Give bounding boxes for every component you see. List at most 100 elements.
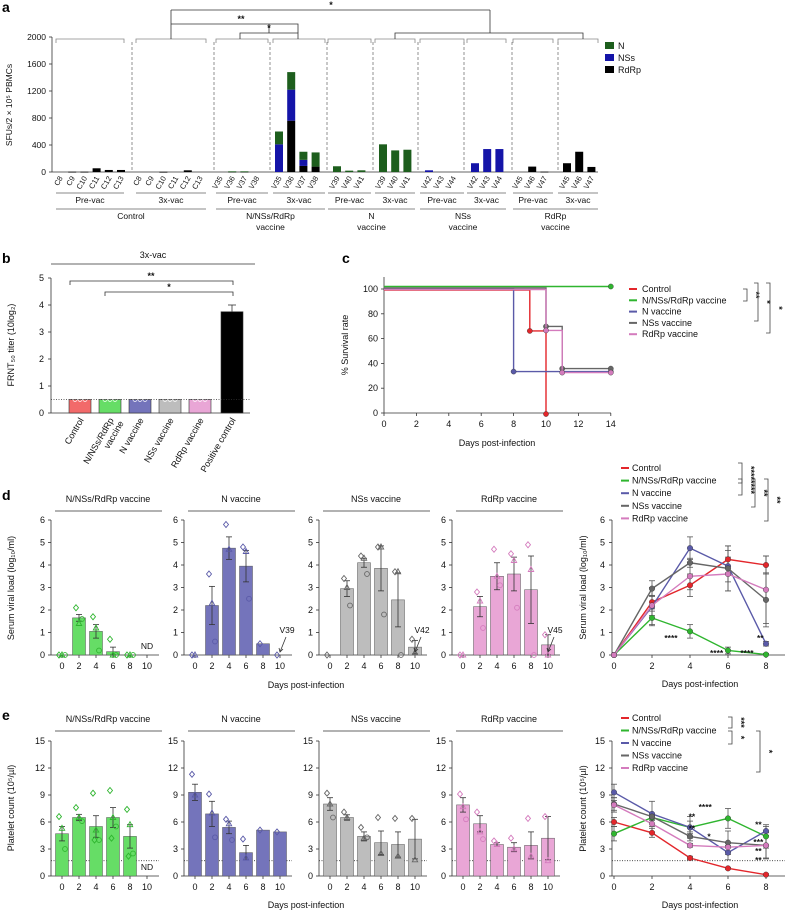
y-tick-label: 6 xyxy=(40,515,45,525)
panel-b-y-axis-label: FRNT₅₀ titer (10log₂) xyxy=(6,304,16,387)
legend-label: Control xyxy=(632,463,661,473)
panel-a-sample-label: V47 xyxy=(535,175,549,191)
x-tick-label: 6 xyxy=(110,882,115,892)
legend-label: N vaccine xyxy=(632,488,672,498)
series-point-rdrp xyxy=(649,602,656,609)
line-panel-y-axis-label: Platelet count (10⁵/µl) xyxy=(578,765,588,851)
data-point xyxy=(326,800,334,807)
series-point-rdrp xyxy=(649,820,656,827)
panel-a-bar-RdRp xyxy=(117,169,125,172)
x-tick-label: 4 xyxy=(361,882,366,892)
x-tick-label: 4 xyxy=(687,661,692,671)
not-detected-label: ND xyxy=(141,862,153,872)
data-point xyxy=(58,824,66,831)
x-tick-label: 10 xyxy=(275,661,285,671)
panel-a-legend-label: N xyxy=(618,41,625,51)
x-tick-label: 2 xyxy=(649,882,654,892)
x-tick-label: 4 xyxy=(687,882,692,892)
y-tick-label: 9 xyxy=(600,790,605,800)
significance-annotation: **** xyxy=(710,648,724,658)
y-tick-label: 6 xyxy=(308,515,313,525)
panel-a-bar-NSs xyxy=(425,170,433,172)
panel-a-phase-bracket xyxy=(374,38,416,43)
series-point-rdrp xyxy=(725,844,732,851)
panel-a-legend-swatch-RdRp xyxy=(605,66,614,73)
panel-c-survival-line-4 xyxy=(384,288,611,374)
panel-c-legend-label: NSs vaccine xyxy=(642,318,692,328)
series-point-control xyxy=(687,855,694,862)
data-point xyxy=(91,836,98,844)
panel-label-b: b xyxy=(2,250,11,266)
series-point-rdrp xyxy=(687,842,694,849)
panel-a-sig-label: * xyxy=(329,0,333,10)
data-point xyxy=(507,550,515,558)
y-tick-label: 6 xyxy=(40,817,45,827)
legend-label: N/NSs/RdRp vaccine xyxy=(632,476,717,486)
series-point-nns xyxy=(687,628,694,635)
data-point xyxy=(79,616,85,622)
series-point-rdrp xyxy=(687,573,694,580)
x-tick-label: 6 xyxy=(511,882,516,892)
data-point xyxy=(374,813,382,822)
data-point xyxy=(411,648,419,656)
panel-a-sample-label: V36 xyxy=(281,175,295,191)
x-tick-label: 8 xyxy=(395,661,400,671)
x-tick-label: 2 xyxy=(209,661,214,671)
series-point-n xyxy=(687,824,694,831)
series-point-nns xyxy=(725,815,732,822)
sig-bracket-label: **** xyxy=(746,480,756,495)
panel-b-bar xyxy=(98,399,122,414)
sig-bracket-label: * xyxy=(736,736,746,740)
panel-a-y-axis-label: SFUs/2 × 10⁵ PBMCs xyxy=(4,64,14,146)
panel-a-y-tick-label: 800 xyxy=(32,113,46,123)
data-point xyxy=(72,803,80,812)
panel-a-bar-NSs xyxy=(275,144,283,172)
panel-c-y-tick-label: 100 xyxy=(363,284,378,294)
panel-a-bar-RdRp xyxy=(575,151,584,172)
panel-c-legend-label: N vaccine xyxy=(642,307,682,317)
panel-a-sample-label: C11 xyxy=(87,175,101,191)
panel-a-bar-N xyxy=(311,152,320,167)
panel-c-sig-bracket xyxy=(754,282,759,322)
subpanel-title: N/NSs/RdRp vaccine xyxy=(66,714,151,724)
y-tick-label: 3 xyxy=(40,844,45,854)
x-tick-label: 6 xyxy=(243,661,248,671)
panel-a-bar-N xyxy=(403,149,412,172)
x-tick-label: 4 xyxy=(494,661,499,671)
legend-label: NSs vaccine xyxy=(632,751,682,761)
data-point xyxy=(497,582,503,589)
panel-c-x-tick-label: 6 xyxy=(479,419,484,429)
panel-a-phase-bracket xyxy=(55,38,125,43)
panel-c-survival-line-3 xyxy=(384,287,611,370)
y-tick-label: 6 xyxy=(441,515,446,525)
panel-a-group-label: Control xyxy=(117,211,145,221)
data-point xyxy=(330,814,336,821)
data-point xyxy=(92,826,100,833)
panel-c-y-axis-label: % Survival rate xyxy=(340,315,350,376)
y-tick-label: 12 xyxy=(35,763,45,773)
panel-a-sample-label: V37 xyxy=(235,175,249,191)
panel-c-y-tick-label: 80 xyxy=(368,309,378,319)
data-point xyxy=(222,520,230,529)
y-tick-label: 0 xyxy=(40,871,45,881)
data-point xyxy=(75,619,83,626)
panel-a-bar-RdRp xyxy=(80,171,89,173)
data-point xyxy=(208,809,216,816)
panel-b-sig-bracket xyxy=(104,291,234,296)
x-tick-label: 2 xyxy=(209,882,214,892)
x-tick-label: 4 xyxy=(361,661,366,671)
series-point-nss xyxy=(687,559,694,566)
y-tick-label: 0 xyxy=(40,650,45,660)
significance-annotation: *** xyxy=(753,837,764,847)
x-tick-label: 8 xyxy=(127,882,132,892)
panel-c-sig-bracket xyxy=(766,282,771,334)
data-point xyxy=(360,554,368,561)
panel-a-sample-label: V35 xyxy=(269,175,283,191)
panel-a-bar-N xyxy=(240,171,249,173)
data-point xyxy=(75,813,83,820)
data-point xyxy=(130,652,136,658)
sig-bracket-label: ** xyxy=(759,489,769,497)
panel-a-bar-RdRp xyxy=(563,163,571,172)
callout-arrow xyxy=(414,636,422,653)
